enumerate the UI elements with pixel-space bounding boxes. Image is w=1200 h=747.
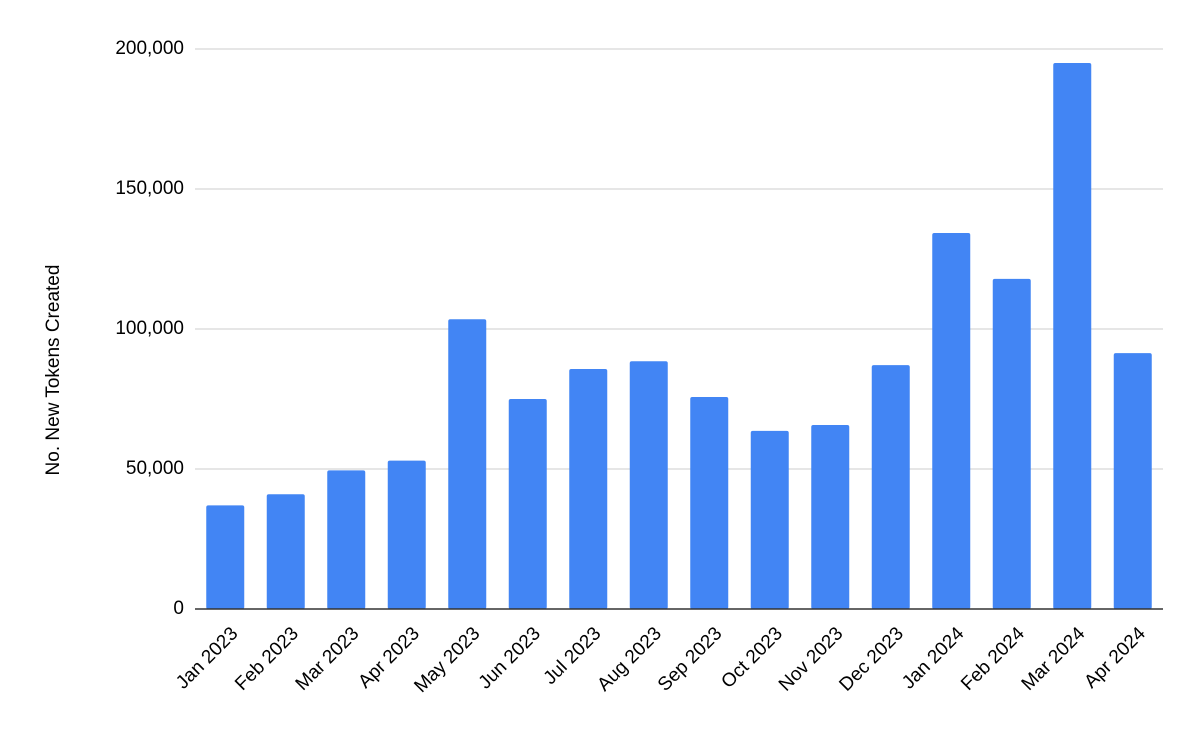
x-tick-label: Jan 2023 xyxy=(172,623,242,693)
y-tick-label: 50,000 xyxy=(126,458,184,479)
x-tick-label: Dec 2023 xyxy=(835,623,907,695)
bar xyxy=(508,399,547,609)
y-tick-label: 0 xyxy=(173,598,184,619)
x-tick-label: Apr 2024 xyxy=(1080,623,1150,693)
bar xyxy=(992,278,1031,609)
bar xyxy=(569,369,608,609)
bar xyxy=(871,365,910,609)
bar xyxy=(387,460,426,609)
y-tick-label: 200,000 xyxy=(115,38,184,59)
x-tick-label: May 2023 xyxy=(410,623,484,697)
x-tick-label: Mar 2024 xyxy=(1018,623,1090,695)
x-tick-label: Jan 2024 xyxy=(898,623,968,693)
bar xyxy=(327,470,366,609)
y-tick-label: 100,000 xyxy=(115,318,184,339)
x-tick-label: Sep 2023 xyxy=(654,623,726,695)
y-tick-label: 150,000 xyxy=(115,178,184,199)
bar xyxy=(690,397,729,609)
bar xyxy=(750,430,789,609)
bar xyxy=(448,319,487,609)
bar xyxy=(206,505,245,609)
x-tick-label: Aug 2023 xyxy=(593,623,665,695)
bar xyxy=(1053,63,1092,609)
x-tick-label: Jun 2023 xyxy=(475,623,545,693)
bar xyxy=(932,232,971,609)
y-axis-title: No. New Tokens Created xyxy=(43,265,64,476)
bar xyxy=(266,494,305,609)
bar xyxy=(1113,353,1152,609)
x-tick-label: Mar 2023 xyxy=(292,623,364,695)
x-tick-label: Feb 2023 xyxy=(231,623,303,695)
bar xyxy=(629,361,668,609)
x-tick-label: Feb 2024 xyxy=(957,623,1029,695)
bar xyxy=(811,425,850,609)
x-tick-label: Nov 2023 xyxy=(775,623,847,695)
